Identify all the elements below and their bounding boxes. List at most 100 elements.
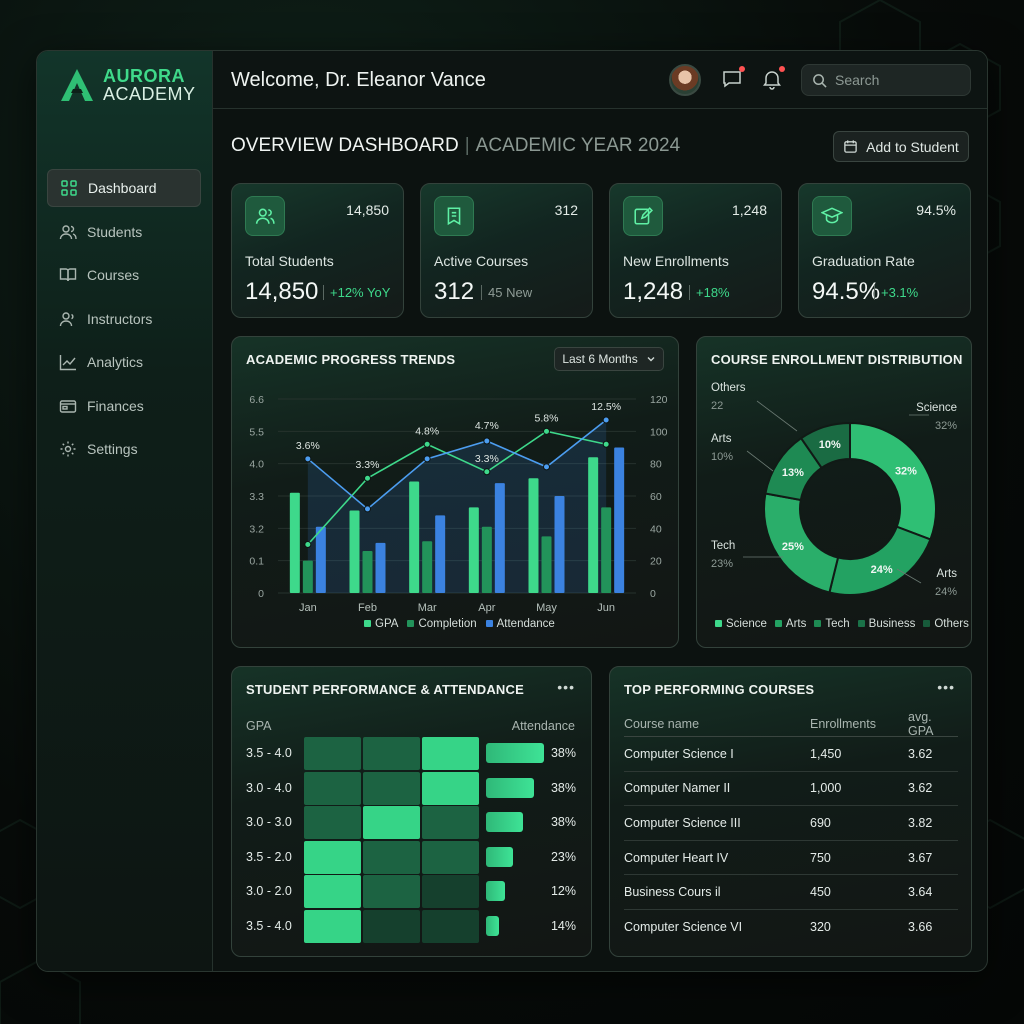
heatmap-row[interactable]: 3.0 - 3.0 38% (246, 806, 576, 840)
outer-category-value: 24% (935, 586, 957, 598)
y-left-tick-label: 0.1 (249, 556, 264, 568)
line-point (483, 468, 491, 476)
kpi-card-new-enrollments[interactable]: 1,248 New Enrollments 1,248 +18% (609, 183, 782, 318)
sidebar-item-dashboard[interactable]: Dashboard (47, 169, 201, 207)
table-row[interactable]: Business Cours il 450 3.64 (624, 875, 958, 910)
avatar[interactable] (669, 64, 701, 96)
column-header-enrollments[interactable]: Enrollments (810, 716, 876, 731)
notifications-button[interactable] (761, 66, 785, 90)
search-input[interactable] (835, 72, 955, 88)
y-right-tick-label: 120 (650, 394, 668, 406)
heatmap-cell (422, 875, 479, 908)
table-row[interactable]: Computer Science VI 320 3.66 (624, 910, 958, 945)
table-body: Computer Science I 1,450 3.62 Computer Name… (624, 737, 958, 945)
table-row[interactable]: Computer Science I 1,450 3.62 (624, 737, 958, 772)
kpi-card-active-courses[interactable]: 312 Active Courses 312 45 New (420, 183, 593, 318)
table-row[interactable]: Computer Science III 690 3.82 (624, 806, 958, 841)
kpi-top-value: 1,248 (731, 202, 767, 218)
wallet-icon (59, 399, 77, 413)
x-tick-label: Mar (418, 602, 437, 614)
donut-slice-others (799, 421, 851, 470)
page-title-main: OVERVIEW DASHBOARD (231, 135, 459, 156)
table-header: Course name Enrollments avg. GPA (624, 709, 958, 738)
legend-label: Others (934, 618, 969, 630)
data-annotation: 4.8% (415, 425, 439, 437)
line-point (543, 463, 550, 471)
kpi-value: 94.5% (812, 278, 881, 305)
attendance-bar (486, 743, 544, 763)
heatmap-cell (363, 806, 420, 839)
legend-label: GPA (375, 618, 399, 630)
line-point (602, 416, 610, 424)
sidebar-item-students[interactable]: Students (47, 213, 201, 251)
table-cell: 1,000 (810, 781, 842, 796)
slice-percent-label: 13% (782, 467, 804, 479)
attendance-percent: 14% (550, 918, 576, 933)
heatmap-cell (304, 909, 361, 943)
more-options-icon[interactable]: ••• (557, 679, 575, 695)
range-dropdown[interactable]: Last 6 Months (554, 347, 664, 371)
heatmap-row[interactable]: 3.5 - 2.0 23% (246, 840, 576, 875)
attendance-percent: 38% (550, 746, 576, 760)
heatmap-row[interactable]: 3.0 - 2.0 12% (246, 875, 576, 909)
messages-button[interactable] (721, 66, 745, 90)
attendance-bar (486, 915, 499, 936)
heatmap-cell (422, 737, 479, 770)
heatmap-row[interactable]: 3.0 - 4.0 38% (246, 771, 576, 806)
table-cell: 3.66 (908, 920, 933, 935)
kpi-delta: +12% YoY (323, 285, 390, 300)
legend-item-arts: Arts (774, 618, 806, 630)
legend-item-others: Others (923, 618, 969, 630)
top-courses-panel: TOP PERFORMING COURSES ••• Course name E… (609, 666, 972, 957)
kpi-card-graduation-rate[interactable]: 94.5% Graduation Rate 94.5% +3.1% (798, 183, 971, 318)
y-right-tick-label: 100 (650, 426, 668, 438)
kpi-card-total-students[interactable]: 14,850 Total Students 14,850 +12% YoY (231, 183, 404, 318)
table-cell: 3.64 (908, 885, 933, 900)
legend-item-completion: Completion (407, 618, 477, 630)
line-point (364, 505, 371, 513)
panel-title: TOP PERFORMING COURSES (624, 682, 815, 697)
table-cell: 450 (810, 885, 831, 900)
heatmap-row[interactable]: 3.5 - 4.0 38% (246, 737, 576, 771)
search-box[interactable] (801, 64, 971, 96)
heatmap-cell (422, 771, 479, 805)
table-row[interactable]: Computer Heart IV 750 3.67 (624, 841, 958, 876)
column-header-avg-gpa[interactable]: avg. GPA (908, 709, 934, 738)
sidebar-item-settings[interactable]: Settings (47, 430, 201, 468)
sidebar-item-instructors[interactable]: Instructors (47, 300, 201, 338)
message-icon (723, 71, 741, 88)
search-icon (813, 73, 827, 88)
gpa-range-label: 3.5 - 4.0 (246, 746, 292, 760)
enrollment-distribution-panel: COURSE ENROLLMENT DISTRIBUTION 32% 24% 25%… (696, 336, 972, 648)
edit-icon (634, 207, 653, 225)
kpi-label: New Enrollments (623, 253, 729, 269)
y-left-tick-label: 6.6 (249, 394, 264, 406)
sidebar: AURORA ACADEMY Dashboard Students Course… (37, 51, 213, 971)
table-cell: 3.67 (908, 850, 933, 865)
line-point (602, 440, 610, 448)
bar-attendance (494, 483, 505, 593)
data-annotation: 12.5% (591, 401, 621, 413)
sidebar-item-courses[interactable]: Courses (47, 256, 201, 294)
sidebar-item-finances[interactable]: Finances (47, 387, 201, 425)
legend-item-science: Science (715, 618, 767, 630)
sidebar-item-label: Analytics (87, 354, 144, 370)
brand-logo[interactable]: AURORA ACADEMY (59, 67, 196, 103)
app-window: AURORA ACADEMY Dashboard Students Course… (36, 50, 988, 972)
column-header-course-name[interactable]: Course name (624, 716, 700, 731)
leader-line (746, 450, 774, 472)
more-options-icon[interactable]: ••• (937, 679, 955, 695)
kpi-top-value: 14,850 (346, 202, 389, 218)
sidebar-item-analytics[interactable]: Analytics (47, 343, 201, 381)
book-icon (59, 268, 77, 282)
heatmap-cell (363, 737, 420, 770)
donut-slice-arts (828, 525, 932, 596)
table-row[interactable]: Computer Namer II 1,000 3.62 (624, 772, 958, 807)
add-to-student-button[interactable]: Add to Student (833, 131, 969, 162)
line-gpa (307, 430, 607, 546)
line-point (423, 440, 431, 448)
heatmap-cell (304, 737, 361, 770)
heatmap-row[interactable]: 3.5 - 4.0 14% (246, 909, 576, 944)
heatmap-cell (304, 875, 361, 908)
bookmark-icon (447, 207, 461, 226)
